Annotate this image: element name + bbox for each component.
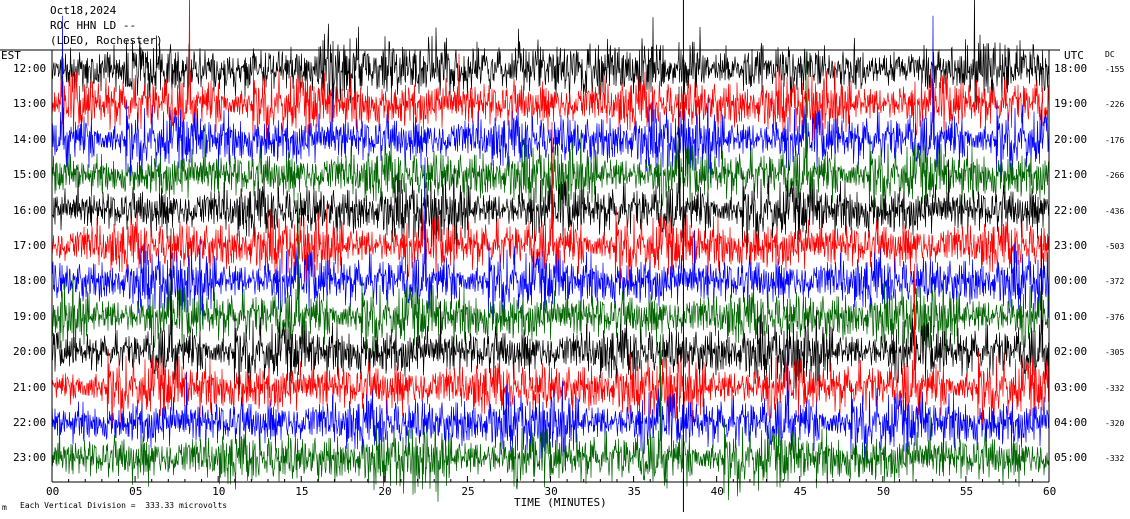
utc-hour-label: 02:00 xyxy=(1054,345,1088,359)
dc-header-label: DC xyxy=(1105,50,1115,59)
est-hour-label: 22:00 xyxy=(13,416,47,429)
utc-hour-label: 04:00 xyxy=(1054,416,1088,429)
est-hour-label: 17:00 xyxy=(13,239,47,252)
est-hour-label: 12:00 xyxy=(13,62,47,75)
dc-offset-label: -305 xyxy=(1105,348,1125,358)
trace-line xyxy=(51,121,1050,290)
x-tick-label: 20 xyxy=(378,485,392,498)
trace-line xyxy=(51,157,1050,325)
est-hour-label: 21:00 xyxy=(13,380,47,394)
dc-offset-label: -226 xyxy=(1105,100,1125,110)
trace-line xyxy=(51,86,1050,254)
x-tick-label: 00 xyxy=(46,485,60,498)
utc-hour-label: 19:00 xyxy=(1054,97,1088,111)
x-tick-label: 45 xyxy=(793,485,807,498)
utc-hour-label: 21:00 xyxy=(1054,168,1088,182)
dc-offset-label: -376 xyxy=(1105,312,1125,322)
x-tick-label: 25 xyxy=(461,485,475,498)
utc-hour-label: 00:00 xyxy=(1054,274,1088,288)
utc-hour-label: 05:00 xyxy=(1054,451,1088,465)
dc-offset-label: -176 xyxy=(1105,135,1125,145)
dc-offset-label: -436 xyxy=(1105,206,1125,216)
utc-hour-label: 20:00 xyxy=(1054,132,1088,146)
x-tick-label: 50 xyxy=(876,485,891,498)
x-tick-label: 10 xyxy=(212,485,226,498)
trace-line xyxy=(51,228,1050,396)
dc-offset-label: -266 xyxy=(1105,171,1125,181)
est-hour-label: 13:00 xyxy=(13,97,47,111)
seismic-traces xyxy=(51,0,1050,512)
est-hour-label: 14:00 xyxy=(13,132,47,146)
right-zone-label: UTC xyxy=(1064,49,1084,62)
dc-offset-label: -155 xyxy=(1105,65,1125,74)
utc-hour-label: 23:00 xyxy=(1054,239,1088,252)
scale-note: Each Vertical Division = 333.33 microvol… xyxy=(20,501,228,510)
x-tick-label: 30 xyxy=(544,485,558,498)
x-tick-label: 05 xyxy=(129,485,143,498)
header-station: ROC HHN LD -- xyxy=(50,19,137,32)
trace-line xyxy=(51,15,1050,184)
dc-offset-label: -320 xyxy=(1105,419,1125,428)
utc-hour-label: 01:00 xyxy=(1054,309,1088,323)
trace-line xyxy=(51,192,1050,361)
x-tick-label: 40 xyxy=(710,485,724,498)
est-hour-label: 19:00 xyxy=(13,309,47,323)
est-hour-label: 18:00 xyxy=(13,274,47,288)
dc-offset-label: -372 xyxy=(1105,277,1125,287)
header-location: (LDEO, Rochester) xyxy=(50,34,163,47)
utc-hour-label: 18:00 xyxy=(1054,62,1088,75)
trace-line xyxy=(51,0,1050,148)
est-hour-label: 15:00 xyxy=(13,168,47,182)
x-tick-label: 55 xyxy=(959,485,974,498)
dc-offset-label: -503 xyxy=(1105,242,1125,251)
dc-offset-label: -332 xyxy=(1105,383,1125,393)
trace-line xyxy=(51,298,1050,467)
x-axis-title: TIME (MINUTES) xyxy=(514,496,607,509)
footer-mark: m xyxy=(2,503,7,512)
left-zone-label: EST xyxy=(1,49,21,62)
trace-line xyxy=(51,334,1050,502)
axis-ticks xyxy=(51,476,1050,482)
utc-hour-label: 03:00 xyxy=(1054,380,1088,394)
header-date: Oct18,2024 xyxy=(50,4,117,17)
trace-line xyxy=(52,0,1050,111)
x-tick-label: 35 xyxy=(627,485,641,498)
trace-line xyxy=(51,51,1050,219)
x-tick-label: 60 xyxy=(1043,485,1057,498)
est-hour-label: 16:00 xyxy=(13,203,47,217)
utc-hour-label: 22:00 xyxy=(1054,203,1088,217)
trace-line xyxy=(51,263,1050,431)
x-tick-label: 15 xyxy=(295,485,309,498)
dc-offset-label: -332 xyxy=(1105,454,1125,464)
est-hour-label: 20:00 xyxy=(13,345,47,359)
est-hour-label: 23:00 xyxy=(13,451,47,465)
